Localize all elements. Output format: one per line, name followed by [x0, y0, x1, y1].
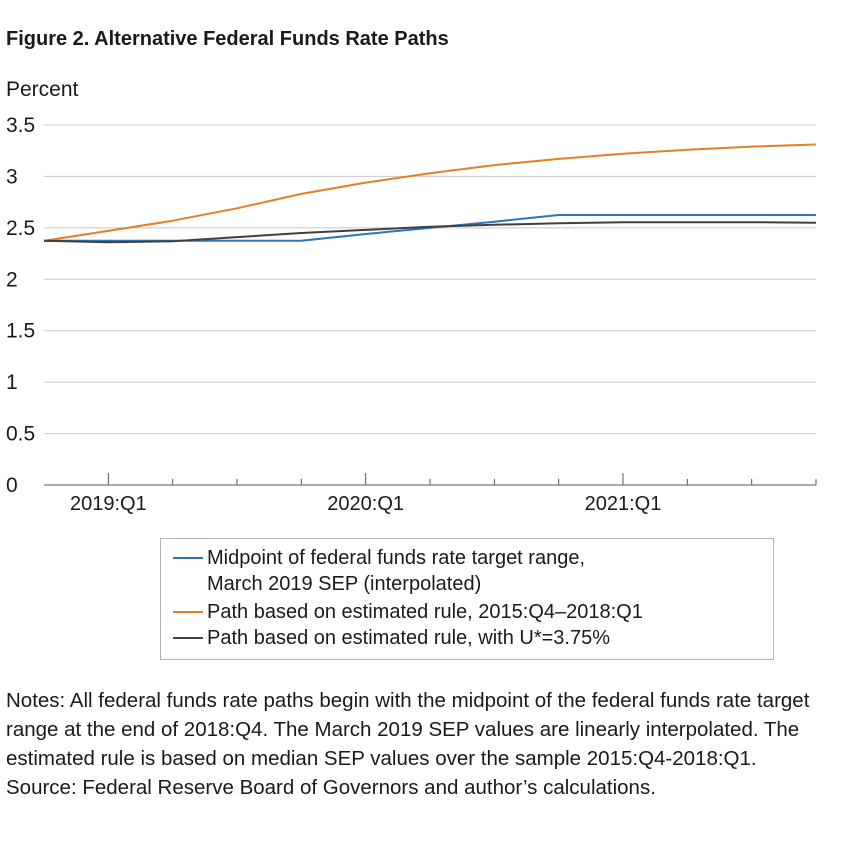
- source-text: Source: Federal Reserve Board of Governo…: [6, 776, 656, 799]
- series-lines: [43, 143, 817, 244]
- y-tick-label-5: 2.5: [6, 217, 35, 240]
- notes-block: Notes: All federal funds rate paths begi…: [6, 686, 836, 802]
- y-tick-label-3: 1.5: [6, 320, 35, 343]
- y-tick-label-1: 0.5: [6, 423, 35, 446]
- y-tick-label-7: 3.5: [6, 114, 35, 137]
- legend-label-estimated-rule: Path based on estimated rule, 2015:Q4–20…: [207, 601, 643, 623]
- x-tick-label-2: 2021:Q1: [585, 493, 662, 515]
- line-chart: 0 0.5 1 1.5 2 2.5 3 3.5 2019:Q1 2020:Q1 2021:Q1: [6, 114, 817, 515]
- x-tick-label-1: 2020:Q1: [327, 493, 404, 515]
- series-line-1: [43, 143, 817, 242]
- x-tick-label-0: 2019:Q1: [70, 493, 147, 515]
- legend-swatch-ustar-rule: [173, 637, 203, 639]
- legend-label-ustar-rule: Path based on estimated rule, with U*=3.…: [207, 627, 611, 649]
- x-tick-labels: 2019:Q1 2020:Q1 2021:Q1: [70, 493, 661, 515]
- y-tick-label-0: 0: [6, 474, 18, 497]
- legend: Midpoint of federal funds rate target ra…: [160, 538, 774, 660]
- notes-text: Notes: All federal funds rate paths begi…: [6, 689, 810, 770]
- series-line-2: [43, 221, 817, 244]
- gridlines: [44, 124, 816, 435]
- y-tick-label-4: 2: [6, 268, 18, 291]
- x-axis: [44, 473, 817, 486]
- legend-swatch-estimated-rule: [173, 611, 203, 613]
- figure-title: Figure 2. Alternative Federal Funds Rate…: [6, 28, 449, 50]
- y-tick-label-6: 3: [6, 165, 18, 188]
- legend-swatch-midpoint: [173, 557, 203, 559]
- y-tick-label-2: 1: [6, 371, 18, 394]
- y-tick-labels: 0 0.5 1 1.5 2 2.5 3 3.5: [6, 114, 35, 497]
- legend-label-midpoint: Midpoint of federal funds rate target ra…: [207, 547, 586, 595]
- y-axis-label: Percent: [6, 78, 79, 101]
